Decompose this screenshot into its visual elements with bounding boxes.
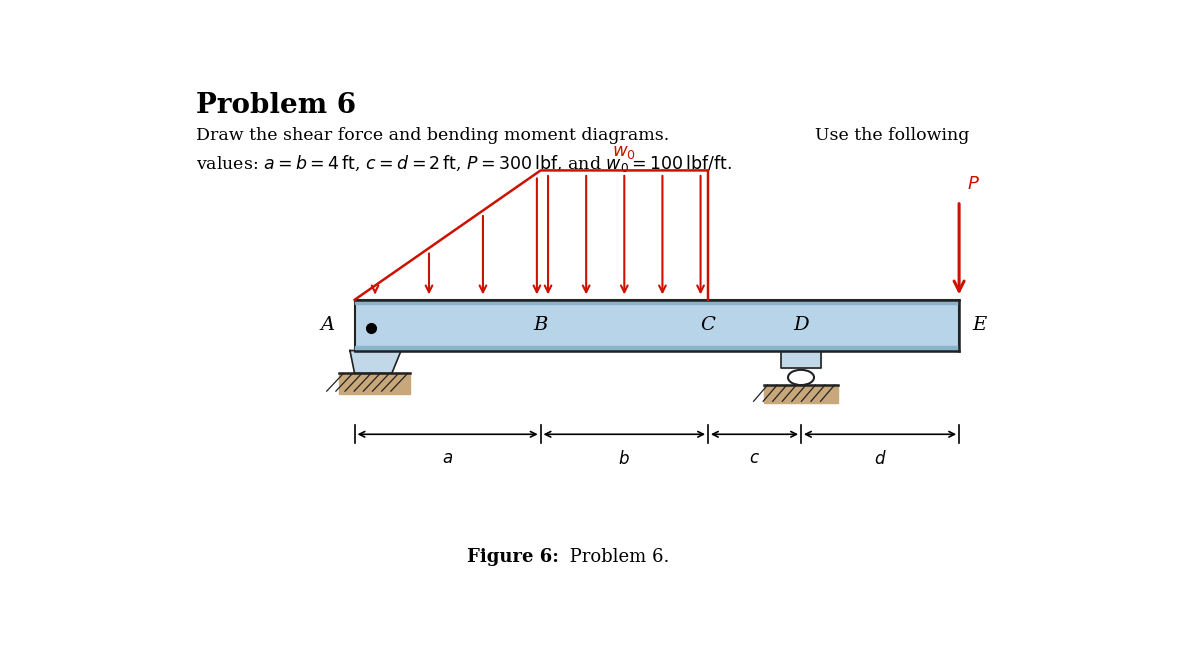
Polygon shape: [350, 351, 401, 374]
Text: values: $a = b = 4\,\mathrm{ft}$, $c = d = 2\,\mathrm{ft}$, $P = 300\,\mathrm{lb: values: $a = b = 4\,\mathrm{ft}$, $c = d…: [197, 153, 733, 174]
Text: $w_0$: $w_0$: [612, 143, 636, 161]
Ellipse shape: [788, 370, 814, 385]
Polygon shape: [355, 347, 959, 351]
Text: C: C: [701, 316, 715, 334]
Text: D: D: [793, 316, 809, 334]
Text: B: B: [534, 316, 547, 334]
Text: $c$: $c$: [749, 449, 760, 467]
Polygon shape: [780, 351, 822, 368]
Text: A: A: [320, 316, 334, 334]
Text: $b$: $b$: [618, 449, 630, 467]
Text: Use the following: Use the following: [815, 127, 970, 144]
Text: Draw the shear force and bending moment diagrams.: Draw the shear force and bending moment …: [197, 127, 670, 144]
Text: $P$: $P$: [966, 175, 979, 193]
Polygon shape: [338, 374, 410, 393]
Text: Figure 6:: Figure 6:: [467, 548, 559, 566]
Text: Problem 6: Problem 6: [197, 92, 356, 119]
Bar: [355, 300, 959, 351]
Text: $d$: $d$: [874, 449, 887, 467]
Polygon shape: [763, 385, 839, 403]
Text: E: E: [972, 316, 986, 334]
Text: Problem 6.: Problem 6.: [564, 548, 670, 566]
Text: $a$: $a$: [442, 449, 454, 467]
Polygon shape: [355, 300, 959, 304]
